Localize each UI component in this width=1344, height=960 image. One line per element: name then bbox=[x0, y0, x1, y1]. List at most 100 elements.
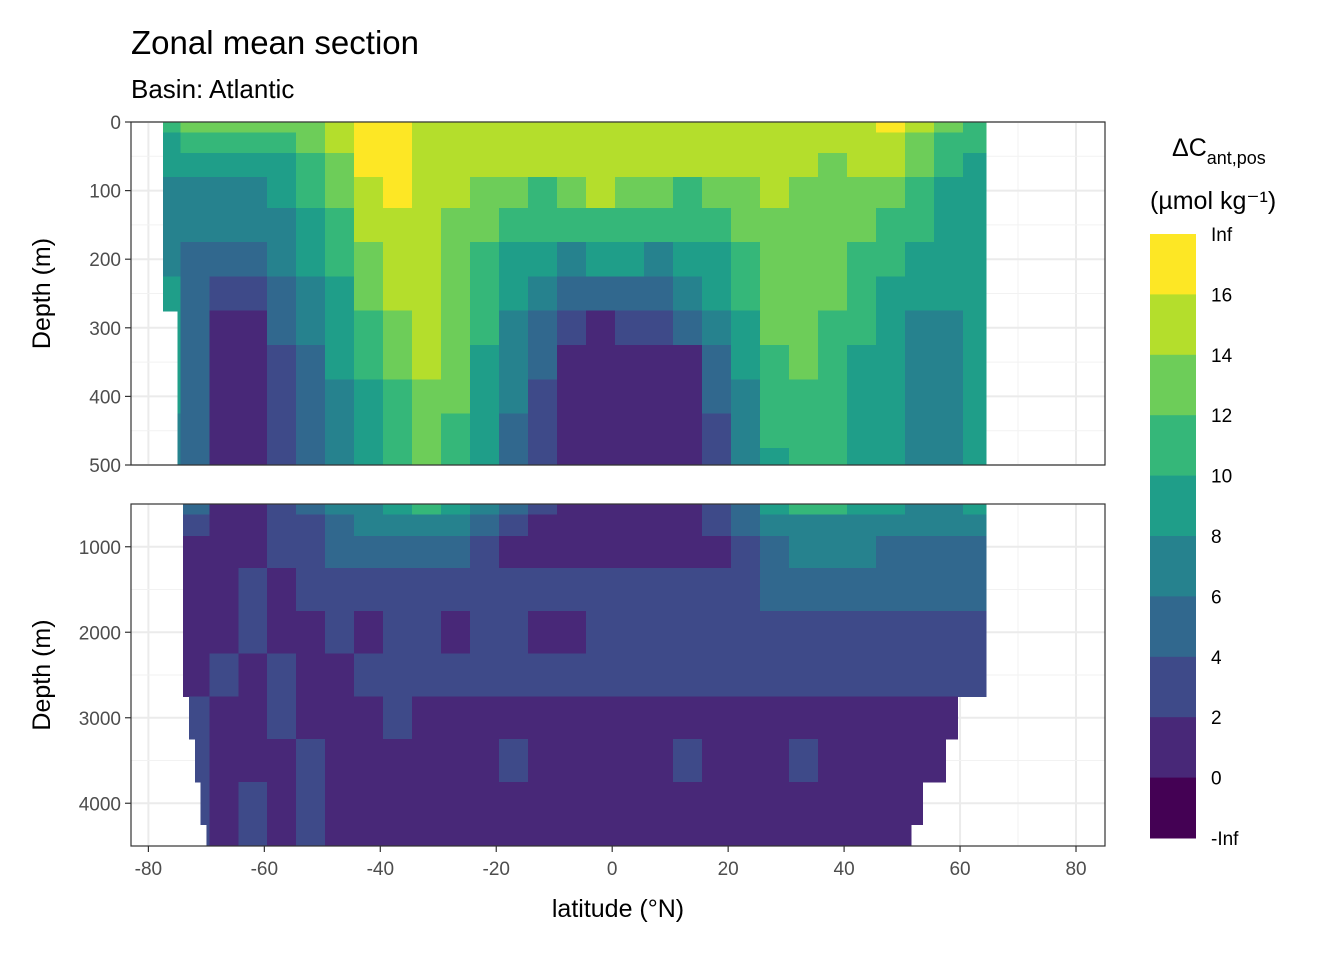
heatmap-cell bbox=[528, 132, 558, 154]
heatmap-cell bbox=[470, 132, 500, 154]
heatmap-cell bbox=[354, 610, 384, 655]
heatmap-cell bbox=[499, 207, 529, 243]
heatmap-cell bbox=[383, 379, 413, 415]
heatmap-cell bbox=[325, 739, 355, 783]
heatmap-cell bbox=[528, 824, 558, 846]
heatmap-cell bbox=[528, 344, 558, 380]
heatmap-cell bbox=[933, 568, 964, 612]
heatmap-cell bbox=[760, 504, 790, 516]
heatmap-cell bbox=[528, 536, 558, 569]
heatmap-cell bbox=[557, 413, 587, 449]
heatmap-cell bbox=[875, 379, 906, 415]
heatmap-cell bbox=[586, 536, 616, 569]
heatmap-cell bbox=[586, 824, 616, 846]
legend-swatch bbox=[1150, 354, 1196, 416]
heatmap-cell bbox=[557, 176, 587, 209]
heatmap-cell bbox=[499, 781, 529, 826]
heatmap-cell bbox=[789, 276, 819, 312]
heatmap-cell bbox=[325, 653, 355, 697]
heatmap-cell bbox=[673, 276, 703, 312]
chart-subtitle: Basin: Atlantic bbox=[131, 74, 295, 104]
x-tick-label: -60 bbox=[251, 859, 278, 880]
heatmap-cell bbox=[615, 413, 645, 449]
heatmap-cell bbox=[557, 207, 587, 243]
heatmap-cell bbox=[760, 276, 790, 312]
heatmap-cell bbox=[789, 653, 819, 697]
heatmap-cell bbox=[615, 276, 645, 312]
heatmap-cell bbox=[962, 207, 987, 243]
heatmap-cell bbox=[180, 176, 210, 209]
heatmap-cell bbox=[702, 152, 732, 178]
panels: 0 100 200 300 400 500 Depth (m) 1000 2000 3000 400… bbox=[28, 113, 1106, 847]
heatmap-cell bbox=[615, 653, 645, 697]
heatmap-cell bbox=[441, 739, 471, 783]
heatmap-cell bbox=[760, 696, 790, 740]
heatmap-cell bbox=[933, 132, 964, 154]
heatmap-cell bbox=[818, 122, 848, 133]
heatmap-cell bbox=[644, 132, 674, 154]
heatmap-cell bbox=[325, 610, 355, 655]
heatmap-cell bbox=[267, 824, 297, 846]
heatmap-cell bbox=[847, 824, 877, 846]
heatmap-cell bbox=[731, 447, 761, 465]
heatmap-cell bbox=[673, 242, 703, 277]
heatmap-cell bbox=[789, 413, 819, 449]
heatmap-cell bbox=[354, 176, 384, 209]
heatmap-cell bbox=[267, 413, 297, 449]
heatmap-cell bbox=[267, 132, 297, 154]
heatmap-cell bbox=[441, 504, 471, 516]
heatmap-cell bbox=[904, 344, 935, 380]
heatmap-cell bbox=[441, 276, 471, 312]
heatmap-cell bbox=[383, 653, 413, 697]
heatmap-cell bbox=[586, 132, 616, 154]
heatmap-cell bbox=[441, 447, 471, 465]
heatmap-cell bbox=[904, 242, 935, 277]
heatmap-cell bbox=[209, 207, 239, 243]
heatmap-cell bbox=[789, 152, 819, 178]
legend-break-label: 16 bbox=[1211, 285, 1232, 306]
heatmap-cell bbox=[499, 413, 529, 449]
heatmap-cell bbox=[441, 152, 471, 178]
heatmap-cell bbox=[904, 739, 935, 783]
heatmap-cell bbox=[499, 122, 529, 133]
heatmap-cell bbox=[383, 207, 413, 243]
heatmap-cell bbox=[818, 344, 848, 380]
heatmap-cell bbox=[818, 176, 848, 209]
heatmap-cell bbox=[818, 568, 848, 612]
heatmap-cell bbox=[875, 568, 906, 612]
heatmap-cell bbox=[731, 310, 761, 346]
heatmap-cell bbox=[267, 344, 297, 380]
heatmap-cell bbox=[194, 739, 210, 783]
data-field bbox=[183, 504, 987, 846]
heatmap-cell bbox=[818, 610, 848, 655]
heatmap-cell bbox=[904, 132, 935, 154]
heatmap-cell bbox=[557, 152, 587, 178]
heatmap-cell bbox=[296, 568, 326, 612]
heatmap-cell bbox=[354, 653, 384, 697]
heatmap-cell bbox=[296, 824, 326, 846]
heatmap-cell bbox=[354, 276, 384, 312]
heatmap-cell bbox=[412, 568, 442, 612]
heatmap-cell bbox=[789, 242, 819, 277]
heatmap-cell bbox=[731, 207, 761, 243]
heatmap-cell bbox=[499, 276, 529, 312]
heatmap-cell bbox=[180, 413, 210, 449]
heatmap-cell bbox=[383, 781, 413, 826]
x-tick-label: 0 bbox=[607, 859, 618, 880]
heatmap-cell bbox=[267, 781, 297, 826]
heatmap-cell bbox=[789, 176, 819, 209]
heatmap-cell bbox=[209, 176, 239, 209]
heatmap-cell bbox=[470, 514, 500, 537]
heatmap-cell bbox=[383, 610, 413, 655]
heatmap-cell bbox=[209, 824, 239, 846]
heatmap-cell bbox=[267, 504, 297, 516]
heatmap-cell bbox=[962, 176, 987, 209]
heatmap-cell bbox=[789, 379, 819, 415]
heatmap-cell bbox=[731, 739, 761, 783]
heatmap-cell bbox=[904, 122, 935, 133]
heatmap-cell bbox=[933, 739, 947, 783]
heatmap-cell bbox=[731, 514, 761, 537]
heatmap-cell bbox=[209, 504, 239, 516]
heatmap-cell bbox=[644, 610, 674, 655]
heatmap-cell bbox=[441, 344, 471, 380]
